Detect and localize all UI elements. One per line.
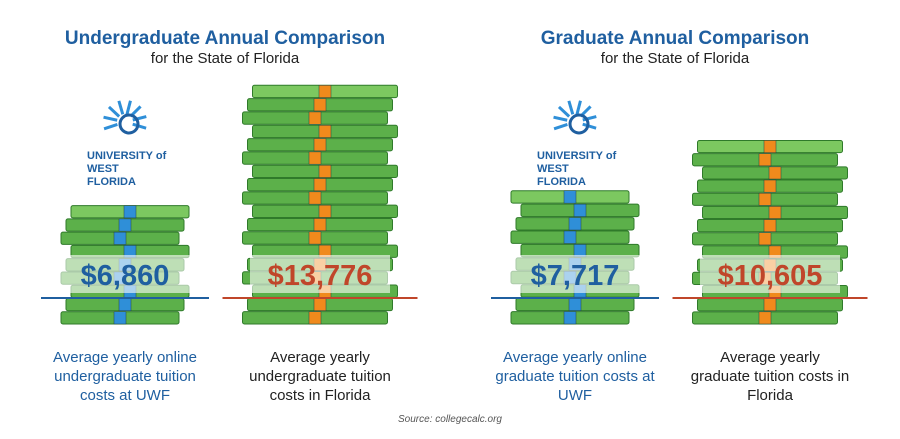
logo-ray <box>125 100 132 115</box>
label-bg <box>55 255 195 293</box>
logo-spiral <box>118 113 140 135</box>
bill-band <box>563 230 577 244</box>
bill-band <box>763 140 777 153</box>
label-bg <box>250 255 390 293</box>
chart-title: Graduate Annual Comparison <box>540 28 810 49</box>
category-label: Average yearly online graduate tuition c… <box>495 349 655 404</box>
source: Source: collegecalc.org <box>398 414 502 425</box>
chart-subtitle: for the State of Florida <box>600 50 750 67</box>
logo-text: UNIVERSITY of WEST FLORIDA <box>87 150 167 188</box>
bill-band <box>308 191 322 205</box>
logo-ray <box>103 123 118 131</box>
money-stack <box>692 139 848 325</box>
value-label: $6,860 <box>81 260 170 292</box>
bill-band <box>123 205 137 219</box>
category-label: Average yearly graduate tuition costs in… <box>690 349 850 404</box>
bill-band <box>313 298 327 311</box>
bill-band <box>573 244 587 258</box>
value-label: $13,776 <box>268 260 373 292</box>
logo-ray <box>117 100 125 115</box>
category-label: Average yearly undergraduate tuition cos… <box>249 349 391 404</box>
logo-ray <box>107 105 121 118</box>
logo-spiral <box>568 113 590 135</box>
bill-band <box>768 206 782 219</box>
money-stack <box>242 84 398 325</box>
value-label: $7,717 <box>531 260 620 292</box>
bill-band <box>308 311 322 325</box>
logo-ray <box>553 115 568 122</box>
bill-band <box>308 111 322 125</box>
logo-icon <box>553 100 597 135</box>
category-label: Average yearly online undergraduate tuit… <box>53 349 197 404</box>
bill-band <box>313 98 327 112</box>
logo-ray <box>132 122 147 130</box>
bill-band <box>758 232 772 246</box>
label-bg <box>700 255 840 293</box>
bill-band <box>118 298 132 311</box>
bill-band <box>758 153 772 167</box>
bill-band <box>308 151 322 165</box>
bill-band <box>313 218 327 232</box>
bill-band <box>318 124 332 138</box>
value-label: $10,605 <box>718 260 823 292</box>
logo-ray <box>567 100 575 115</box>
bill-band <box>758 192 772 206</box>
bill-band <box>763 179 777 193</box>
logo-text: UNIVERSITY of WEST FLORIDA <box>537 150 617 188</box>
bill-band <box>563 190 577 204</box>
logo-ray <box>553 123 568 131</box>
logo-icon <box>103 100 147 135</box>
logo-ray <box>575 100 582 115</box>
bill-band <box>318 164 332 178</box>
bill-band <box>568 297 582 311</box>
bill-band <box>758 311 772 325</box>
bill-band <box>113 231 127 245</box>
label-bg <box>505 255 645 293</box>
bill-band <box>318 204 332 218</box>
bill-band <box>118 218 132 232</box>
bill-band <box>313 178 327 192</box>
bill-band <box>313 138 327 152</box>
bill-band <box>573 203 587 217</box>
logo-ray <box>557 105 571 118</box>
bill-band <box>308 231 322 245</box>
bill-band <box>763 298 777 312</box>
bill-band <box>563 311 577 325</box>
bill-band <box>768 166 782 180</box>
logo-ray <box>582 122 597 130</box>
bill-band <box>318 85 332 98</box>
chart-title: Undergraduate Annual Comparison <box>64 28 386 49</box>
logo-ray <box>103 115 118 122</box>
bill-band <box>113 311 127 325</box>
bill-band <box>763 219 777 232</box>
chart-subtitle: for the State of Florida <box>150 50 300 67</box>
bill-band <box>568 217 582 231</box>
